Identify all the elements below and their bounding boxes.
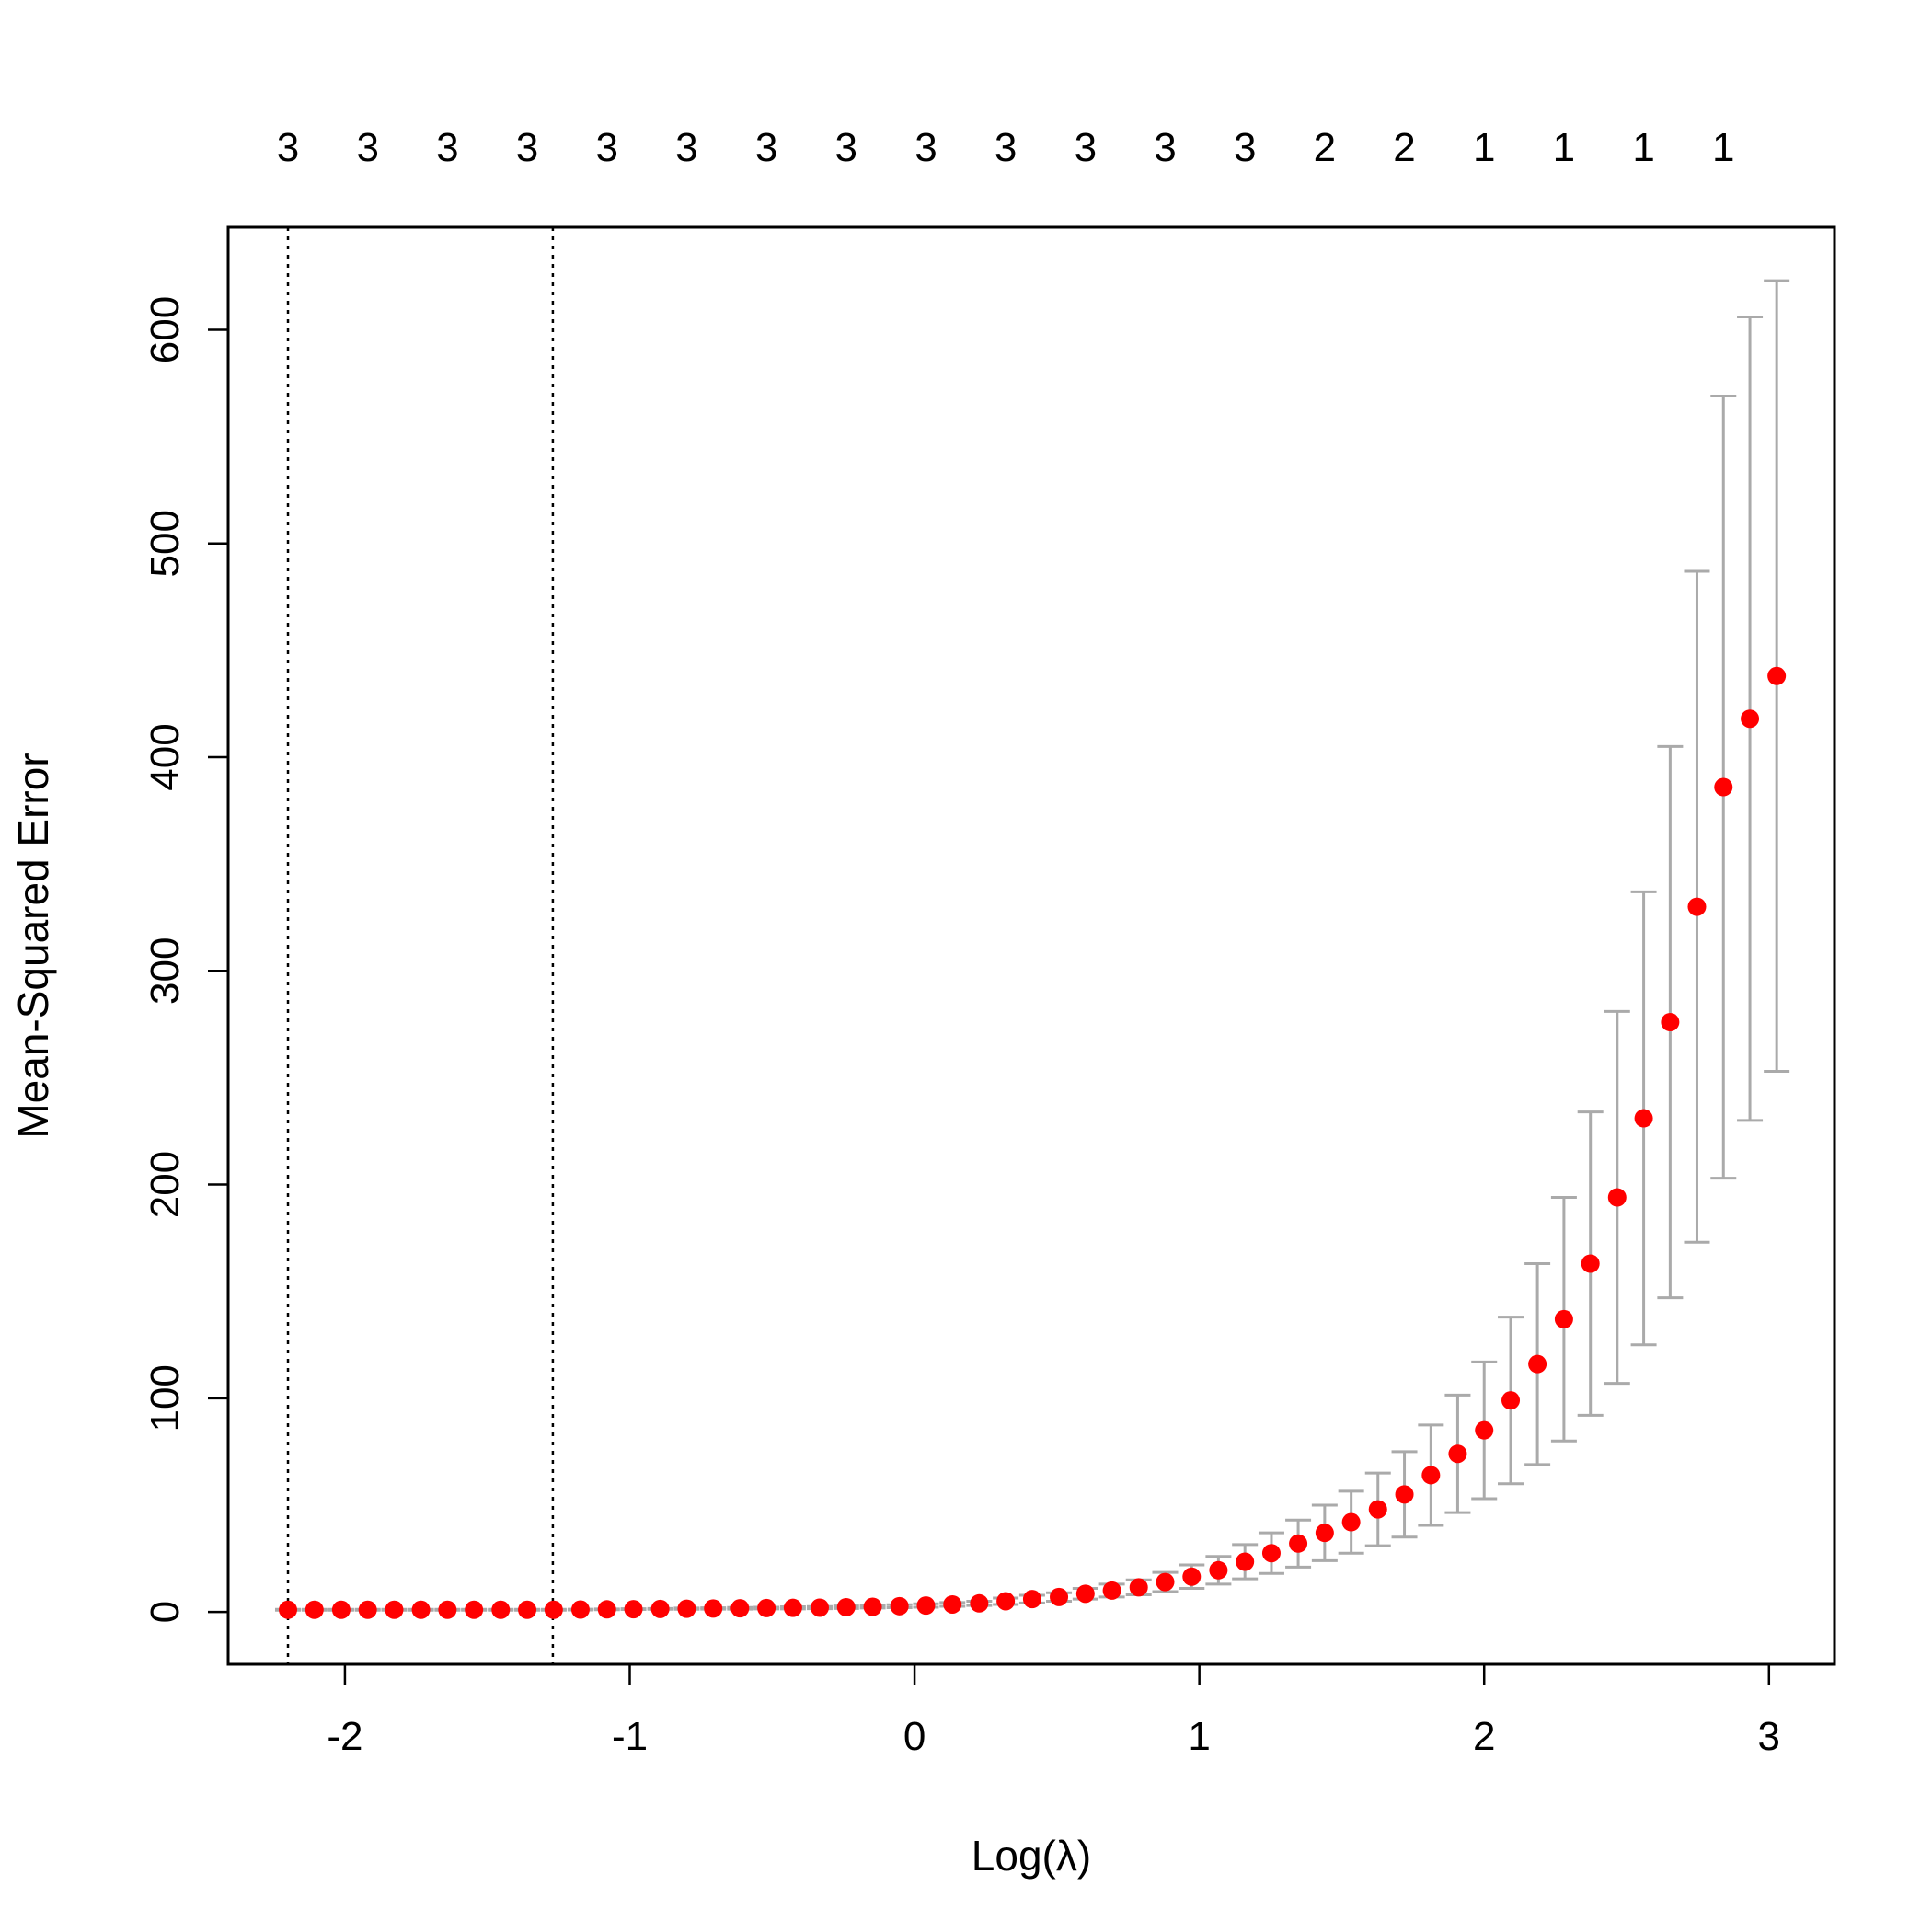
top-axis-label-18: 1	[1712, 125, 1734, 170]
y-tick-label-3: 300	[143, 937, 188, 1005]
data-point-28	[1022, 1590, 1041, 1609]
plot-frame	[226, 225, 1836, 1666]
data-point-53	[1687, 897, 1707, 916]
y-axis: 0 100 200 300 400 500 600	[143, 296, 230, 1623]
data-point-30	[1075, 1584, 1095, 1604]
data-point-56	[1767, 666, 1787, 685]
data-point-54	[1714, 777, 1733, 797]
data-point-47	[1528, 1354, 1547, 1374]
data-point-0	[279, 1600, 298, 1619]
data-point-34	[1182, 1567, 1202, 1586]
data-point-26	[970, 1593, 989, 1613]
error-bars	[275, 279, 1790, 1612]
top-axis-label-15: 1	[1473, 125, 1495, 170]
data-point-46	[1501, 1391, 1521, 1410]
data-point-21	[836, 1597, 856, 1616]
data-point-14	[650, 1599, 670, 1618]
x-tick-label-5: 3	[1758, 1714, 1780, 1759]
data-point-5	[411, 1600, 431, 1619]
data-point-6	[438, 1600, 457, 1619]
top-axis-label-0: 3	[277, 125, 299, 170]
data-points	[279, 666, 1787, 1619]
data-point-1	[305, 1600, 324, 1619]
data-point-31	[1102, 1581, 1121, 1600]
data-point-3	[358, 1600, 377, 1619]
data-point-29	[1050, 1587, 1069, 1606]
top-axis-label-5: 3	[675, 125, 697, 170]
data-point-42	[1395, 1485, 1414, 1504]
y-tick-label-4: 400	[143, 723, 188, 790]
top-axis-label-2: 3	[436, 125, 458, 170]
top-axis-label-8: 3	[914, 125, 937, 170]
top-axis-label-4: 3	[595, 125, 617, 170]
top-axis-label-9: 3	[995, 125, 1017, 170]
data-point-50	[1607, 1188, 1627, 1207]
data-point-13	[624, 1600, 643, 1619]
top-axis-label-3: 3	[516, 125, 538, 170]
y-tick-label-5: 500	[143, 510, 188, 577]
top-axis-labels: 3 3 3 3 3 3 3 3 3 3 3 3 3 2 2 1 1 1 1	[277, 125, 1735, 170]
data-point-17	[730, 1599, 750, 1618]
top-axis-label-7: 3	[835, 125, 857, 170]
data-point-44	[1448, 1444, 1467, 1464]
y-tick-label-1: 100	[143, 1364, 188, 1432]
y-tick-label-6: 600	[143, 296, 188, 363]
data-point-23	[890, 1596, 909, 1616]
data-point-43	[1421, 1466, 1441, 1485]
x-tick-label-2: 0	[903, 1714, 926, 1759]
top-axis-label-14: 2	[1393, 125, 1415, 170]
data-point-25	[943, 1594, 962, 1614]
top-axis-label-16: 1	[1553, 125, 1575, 170]
data-point-40	[1341, 1512, 1361, 1532]
reference-lines	[286, 227, 555, 1664]
x-tick-label-1: -1	[612, 1714, 648, 1759]
y-tick-label-0: 0	[143, 1601, 188, 1623]
top-axis-label-12: 3	[1234, 125, 1256, 170]
data-point-55	[1741, 709, 1760, 729]
data-point-48	[1554, 1309, 1573, 1328]
data-point-22	[863, 1597, 882, 1616]
y-axis-label: Mean-Squared Error	[9, 753, 57, 1138]
top-axis-label-6: 3	[755, 125, 777, 170]
data-point-32	[1129, 1578, 1148, 1597]
y-tick-label-2: 200	[143, 1151, 188, 1218]
data-point-51	[1634, 1109, 1653, 1128]
x-axis: -2 -1 0 1 2 3	[327, 1662, 1780, 1759]
data-point-18	[757, 1598, 776, 1617]
data-point-20	[810, 1598, 829, 1617]
top-axis-label-13: 2	[1314, 125, 1336, 170]
data-point-16	[704, 1599, 723, 1618]
data-point-27	[996, 1592, 1016, 1611]
x-axis-label: Log(λ)	[972, 1832, 1091, 1880]
data-point-33	[1156, 1572, 1175, 1592]
data-point-52	[1661, 1013, 1680, 1032]
data-point-4	[385, 1600, 404, 1619]
data-point-49	[1581, 1254, 1600, 1273]
data-point-15	[677, 1599, 696, 1618]
x-tick-label-3: 1	[1188, 1714, 1210, 1759]
data-point-2	[331, 1600, 351, 1619]
x-tick-label-4: 2	[1473, 1714, 1495, 1759]
data-point-8	[491, 1600, 511, 1619]
data-point-7	[465, 1600, 484, 1619]
x-tick-label-0: -2	[327, 1714, 362, 1759]
data-point-12	[597, 1600, 616, 1619]
data-point-38	[1289, 1534, 1308, 1553]
data-point-45	[1475, 1420, 1494, 1440]
data-point-41	[1368, 1500, 1387, 1519]
data-point-9	[518, 1600, 537, 1619]
top-axis-label-1: 3	[356, 125, 378, 170]
top-axis-label-11: 3	[1154, 125, 1176, 170]
data-point-10	[544, 1600, 563, 1619]
data-point-36	[1236, 1552, 1255, 1571]
data-point-11	[570, 1600, 590, 1619]
top-axis-label-10: 3	[1075, 125, 1097, 170]
data-point-35	[1209, 1560, 1228, 1580]
data-point-37	[1261, 1544, 1281, 1563]
data-point-39	[1315, 1524, 1334, 1543]
data-point-19	[783, 1598, 802, 1617]
top-axis-label-17: 1	[1632, 125, 1654, 170]
data-point-24	[916, 1596, 936, 1616]
